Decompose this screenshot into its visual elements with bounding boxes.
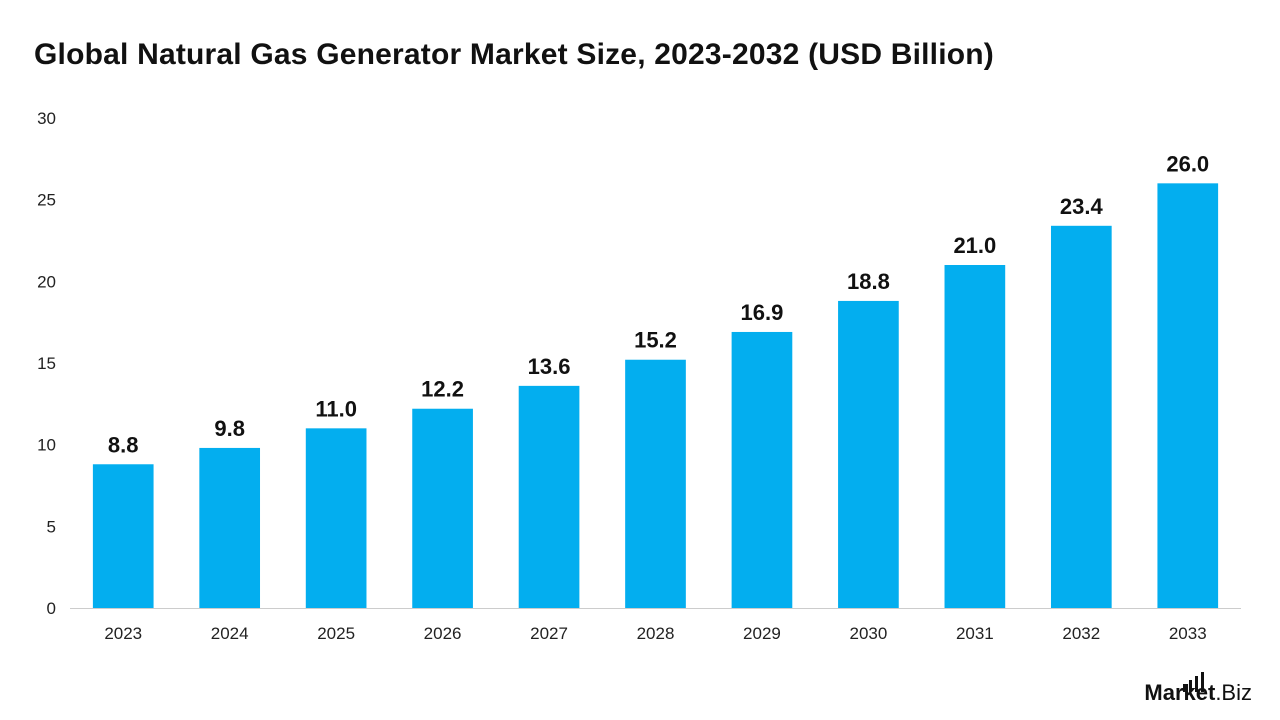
x-axis: 2023 2024 2025 2026 2027 2028 2029 2030 2031 2032… [104, 624, 1206, 643]
y-tick-label: 0 [47, 599, 56, 618]
data-label-2029: 16.9 [741, 300, 784, 325]
x-tick-label: 2028 [637, 624, 675, 643]
x-tick-label: 2031 [956, 624, 994, 643]
x-tick-label: 2032 [1062, 624, 1100, 643]
data-label-2025: 11.0 [315, 396, 357, 421]
bar-2025 [305, 428, 367, 608]
data-label-2027: 13.6 [528, 354, 571, 379]
data-label-2028: 15.2 [634, 328, 677, 353]
bar-2032 [1050, 225, 1112, 609]
bar-2027 [518, 385, 580, 608]
y-tick-label: 30 [37, 109, 56, 128]
data-label-2031: 21.0 [953, 233, 996, 258]
data-labels: 8.8 9.8 11.0 12.2 13.6 15.2 16.9 18.8 21.0 23.4 26… [108, 151, 1209, 457]
y-tick-label: 25 [37, 191, 56, 210]
data-label-2024: 9.8 [214, 416, 245, 441]
x-tick-label: 2023 [104, 624, 142, 643]
data-label-2033: 26.0 [1166, 151, 1209, 176]
bar-2023 [92, 464, 154, 608]
x-tick-label: 2029 [743, 624, 781, 643]
y-tick-label: 20 [37, 272, 56, 291]
y-tick-label: 10 [37, 436, 56, 455]
bars-group [92, 183, 1219, 609]
data-label-2030: 18.8 [847, 269, 890, 294]
y-tick-label: 5 [47, 517, 56, 536]
bar-2031 [944, 265, 1006, 608]
x-tick-label: 2026 [424, 624, 462, 643]
chart-title: Global Natural Gas Generator Market Size… [34, 38, 994, 71]
bar-2030 [838, 300, 899, 608]
bar-2026 [412, 408, 473, 608]
x-tick-label: 2027 [530, 624, 568, 643]
brand-logo: Market .Biz [1144, 672, 1252, 706]
brand-name-suffix: .Biz [1215, 680, 1252, 705]
bar-2028 [625, 359, 686, 608]
y-axis: 0 5 10 15 20 25 30 [37, 109, 56, 618]
bar-2029 [731, 331, 793, 608]
data-label-2032: 23.4 [1060, 194, 1104, 219]
x-tick-label: 2024 [211, 624, 249, 643]
y-tick-label: 15 [37, 354, 56, 373]
bar-2024 [199, 447, 261, 608]
data-label-2026: 12.2 [421, 377, 464, 402]
data-label-2023: 8.8 [108, 432, 139, 457]
x-tick-label: 2033 [1169, 624, 1207, 643]
x-tick-label: 2030 [849, 624, 887, 643]
x-tick-label: 2025 [317, 624, 355, 643]
bar-2033 [1157, 183, 1219, 609]
